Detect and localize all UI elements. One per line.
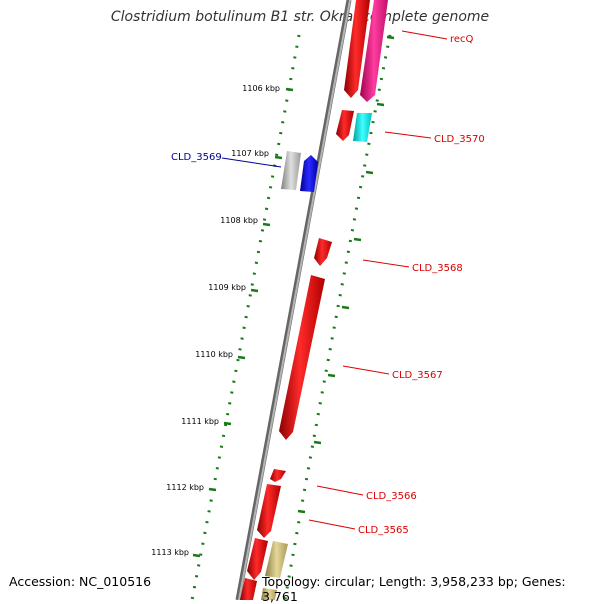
tick-label: 1111 kbp <box>181 417 219 426</box>
label-connectors <box>221 30 448 530</box>
gene-bottom-khaki-feature[interactable] <box>261 588 277 600</box>
scale-dotted-line <box>190 34 301 600</box>
gene-label-recq[interactable]: recQ <box>450 34 474 45</box>
tick-label: 1108 kbp <box>220 216 258 225</box>
gene-label-cld3567[interactable]: CLD_3567 <box>392 370 443 381</box>
tick-label: 1109 kbp <box>208 283 246 292</box>
gene-cld3566-feature[interactable] <box>257 484 281 538</box>
tick-label: 1106 kbp <box>242 84 280 93</box>
tick-label: 1113 kbp <box>151 548 189 557</box>
scale-dotted-line-outer <box>283 34 392 600</box>
genome-backbone <box>235 0 352 600</box>
gene-label-cld3565[interactable]: CLD_3565 <box>358 525 409 536</box>
gene-cld3569-gray-feature[interactable] <box>281 151 301 190</box>
gene-label-cld3569[interactable]: CLD_3569 <box>171 152 222 163</box>
tick-label: 1107 kbp <box>231 149 269 158</box>
gene-cld3566-a-feature[interactable] <box>270 469 286 482</box>
gene-recq-feature[interactable] <box>344 0 370 98</box>
gene-label-cld3568[interactable]: CLD_3568 <box>412 263 463 274</box>
gene-cld3570-feature[interactable] <box>336 110 354 141</box>
tick-label: 1112 kbp <box>166 483 204 492</box>
scale-ticks <box>192 87 294 558</box>
accession-text: Accession: NC_010516 <box>9 574 152 589</box>
gene-label-cld3566[interactable]: CLD_3566 <box>366 491 417 502</box>
gene-cld3568-feature[interactable] <box>314 238 332 266</box>
gene-cld3565-feature[interactable] <box>247 538 268 580</box>
genome-backbone-highlight <box>238 0 351 600</box>
gene-label-cld3570[interactable]: CLD_3570 <box>434 134 485 145</box>
gene-cld3569-feature[interactable] <box>300 155 318 192</box>
gene-pink-feature[interactable] <box>360 0 388 102</box>
tick-label: 1110 kbp <box>195 350 233 359</box>
gene-bottom-feature[interactable] <box>240 578 257 600</box>
scale-ticks-outer <box>297 35 395 514</box>
gene-cld3567-feature[interactable] <box>279 275 325 440</box>
map-title: Clostridium botulinum B1 str. Okra, comp… <box>110 9 490 25</box>
gene-cyan-feature[interactable] <box>353 113 372 142</box>
gene-khaki-feature[interactable] <box>265 541 288 578</box>
